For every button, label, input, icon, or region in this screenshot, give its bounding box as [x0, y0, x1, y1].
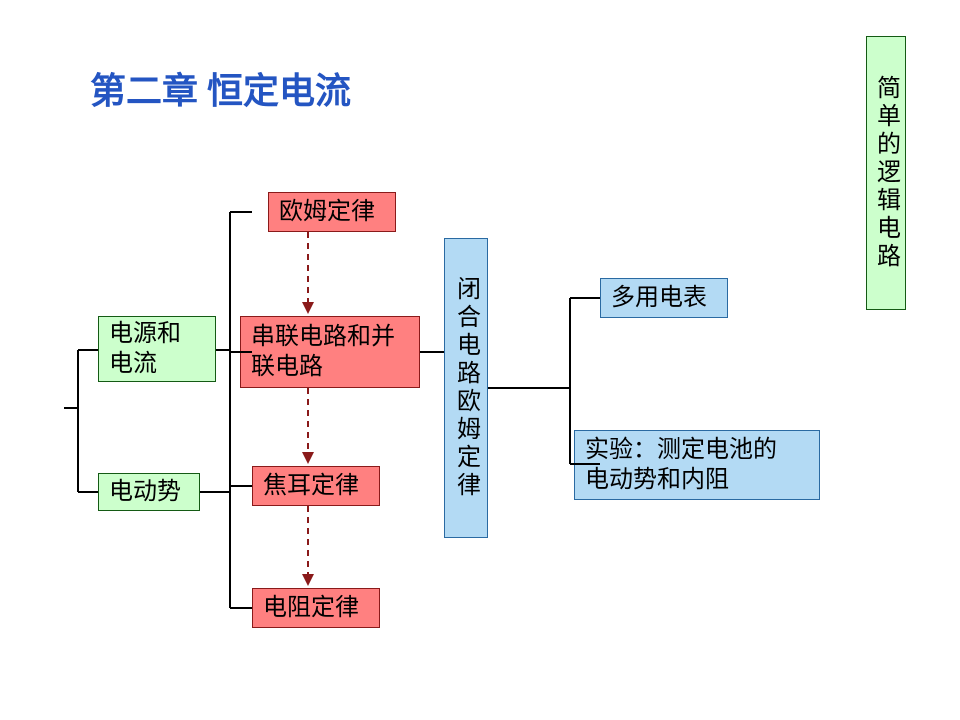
- node-resistance-law: 电阻定律: [252, 588, 380, 628]
- node-multimeter: 多用电表: [600, 278, 728, 318]
- node-series-parallel: 串联电路和并 联电路: [240, 316, 420, 388]
- chapter-title: 第二章 恒定电流: [90, 62, 351, 114]
- node-emf: 电动势: [98, 473, 200, 511]
- node-experiment: 实验：测定电池的 电动势和内阻: [574, 430, 820, 500]
- node-closed-circuit-ohm: 闭合电路欧姆定律: [444, 238, 488, 538]
- node-ohm-law: 欧姆定律: [268, 192, 396, 232]
- node-source-current: 电源和 电流: [98, 316, 216, 382]
- node-joule-law: 焦耳定律: [252, 466, 380, 506]
- node-logic-circuit: 简单的逻辑电路: [866, 36, 906, 310]
